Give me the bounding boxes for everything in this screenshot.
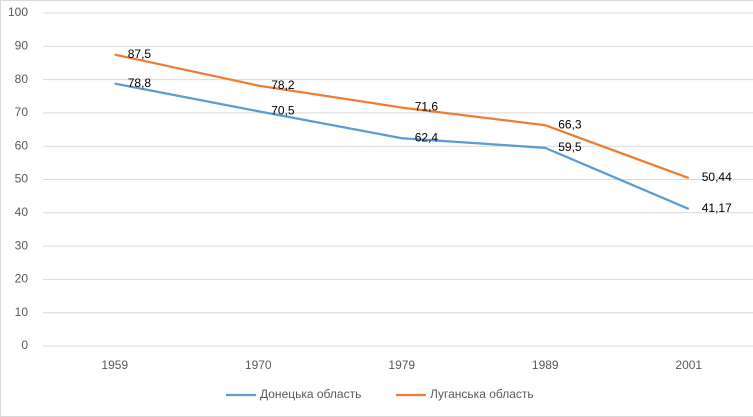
series-line — [114, 82, 690, 210]
data-label: 78,8 — [128, 76, 152, 90]
series-line — [114, 53, 690, 180]
y-tick-label: 0 — [21, 338, 28, 352]
data-label: 50,44 — [702, 170, 732, 184]
data-label: 71,6 — [415, 100, 439, 114]
data-label: 70,5 — [271, 103, 295, 117]
data-label: 66,3 — [558, 117, 582, 131]
data-label: 62,4 — [415, 130, 439, 144]
data-label: 78,2 — [271, 78, 295, 92]
x-tick-label: 1979 — [388, 358, 415, 372]
data-label: 87,5 — [128, 47, 152, 61]
y-tick-label: 70 — [15, 105, 29, 119]
y-tick-label: 90 — [15, 38, 29, 52]
y-tick-label: 40 — [15, 205, 29, 219]
legend-label: Луганська область — [430, 387, 534, 401]
y-tick-label: 50 — [15, 172, 29, 186]
x-tick-label: 2001 — [675, 358, 702, 372]
x-tick-label: 1989 — [532, 358, 559, 372]
y-tick-label: 10 — [15, 305, 29, 319]
data-label: 59,5 — [558, 140, 582, 154]
y-tick-label: 100 — [8, 5, 28, 19]
data-label: 41,17 — [702, 201, 732, 215]
y-tick-label: 20 — [15, 272, 29, 286]
y-tick-label: 80 — [15, 72, 29, 86]
legend-label: Донецька область — [260, 387, 361, 401]
y-tick-label: 60 — [15, 138, 29, 152]
y-tick-label: 30 — [15, 238, 29, 252]
x-tick-label: 1959 — [101, 358, 128, 372]
x-tick-label: 1970 — [245, 358, 272, 372]
